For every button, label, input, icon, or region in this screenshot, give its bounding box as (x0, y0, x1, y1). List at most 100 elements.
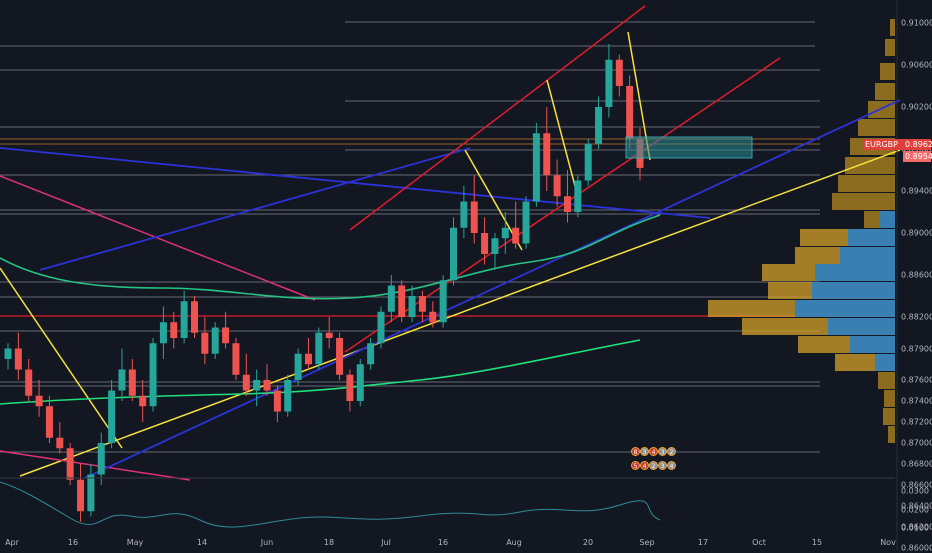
indicator-tick-label: 0.0300 (901, 486, 929, 496)
candle-body (605, 59, 613, 107)
volume-profile-buy-bar (795, 300, 895, 317)
volume-profile-bar (845, 157, 895, 174)
volume-profile-buy-bar (850, 336, 895, 353)
volume-profile-buy-bar (875, 354, 895, 371)
candle-body (439, 280, 447, 323)
volume-profile-bar (888, 426, 895, 443)
candle-body (25, 369, 33, 396)
price-tick-label: 0.91000 (901, 18, 932, 28)
candle-body (97, 443, 105, 475)
candle-body (77, 479, 85, 512)
candle-body (222, 327, 230, 344)
volume-profile-bar (885, 39, 895, 56)
candle-body (553, 175, 561, 197)
trend-lines (0, 5, 901, 481)
candle-body (336, 338, 344, 375)
economic-event-marker[interactable]: 3 (640, 447, 649, 456)
volume-profile-buy-bar (812, 282, 895, 299)
last-price-tag: 0.89622 (903, 139, 932, 150)
economic-event-marker[interactable]: 2 (667, 447, 676, 456)
target-zone-box[interactable] (625, 136, 753, 159)
candle-body (532, 133, 540, 202)
candle-body (149, 343, 157, 407)
candle-body (346, 374, 354, 401)
candle-body (118, 369, 126, 391)
candle-body (387, 285, 395, 312)
candle-body (294, 353, 302, 380)
economic-event-marker[interactable]: 4 (640, 461, 649, 470)
candle-body (315, 332, 323, 365)
time-tick-label: Aug (506, 538, 522, 547)
economic-event-marker[interactable]: 2 (649, 461, 658, 470)
price-tick-label: 0.87000 (901, 438, 932, 448)
candle-body (128, 369, 136, 396)
candle-body (563, 196, 571, 212)
time-tick-label: Jun (260, 538, 274, 547)
trend-line (0, 147, 711, 219)
time-tick-label: 15 (811, 538, 823, 547)
price-tick-label: 0.89000 (901, 228, 932, 238)
candle-body (284, 380, 292, 412)
price-tick-label: 0.87200 (901, 417, 932, 427)
candle-body (242, 374, 250, 391)
candle-body (584, 143, 592, 181)
price-tick-label: 0.86200 (901, 522, 932, 532)
candle-body (4, 348, 12, 359)
trend-line (0, 267, 123, 449)
time-tick-label: May (126, 538, 144, 547)
candle-body (356, 364, 364, 401)
candle-body (66, 448, 74, 480)
price-tick-label: 0.88600 (901, 270, 932, 280)
candle-body (273, 390, 281, 412)
price-tick-label: 0.90600 (901, 60, 932, 70)
volume-profile-buy-bar (848, 229, 895, 246)
economic-event-marker[interactable]: 3 (658, 447, 667, 456)
trend-line (349, 5, 646, 231)
candle-body (450, 227, 458, 281)
time-tick-label: 17 (697, 538, 709, 547)
candle-body (543, 133, 551, 176)
candle-body (211, 327, 219, 354)
time-tick-label: Jul (381, 538, 391, 547)
time-tick-label: Nov (880, 538, 896, 547)
candle-body (377, 311, 385, 344)
candle-body (190, 301, 198, 333)
indicator-tick-label: 0.0200 (901, 505, 929, 515)
time-tick-label: Sep (639, 538, 655, 547)
trend-line (84, 99, 901, 479)
candle-body (367, 343, 375, 365)
volume-profile-buy-bar (815, 264, 895, 281)
candle-body (232, 343, 240, 375)
economic-event-marker[interactable]: 8 (631, 447, 640, 456)
time-tick-label: 20 (582, 538, 594, 547)
candle-body (304, 353, 312, 365)
secondary-price-tag: 0.89545 (903, 151, 932, 162)
candle-body (325, 332, 333, 338)
moving-average-fast (0, 214, 661, 300)
price-tick-label: 0.86800 (901, 459, 932, 469)
trend-line (344, 57, 781, 353)
candle-body (460, 201, 468, 228)
economic-event-marker[interactable]: 5 (631, 461, 640, 470)
candle-body (201, 332, 209, 354)
candle-body (429, 311, 437, 323)
volume-profile-bar (858, 119, 895, 136)
candle-body (491, 238, 499, 254)
candle-body (615, 59, 623, 86)
price-tick-label: 0.86600 (901, 480, 932, 490)
economic-event-marker[interactable]: 4 (667, 461, 676, 470)
candle-body (595, 107, 603, 144)
candle-body (501, 227, 509, 239)
candle-body (45, 406, 53, 438)
economic-event-marker[interactable]: 4 (649, 447, 658, 456)
candlestick-series (4, 44, 644, 522)
indicator-pane (0, 481, 661, 528)
time-tick-label: Apr (5, 538, 19, 547)
price-tick-label: 0.87900 (901, 344, 932, 353)
economic-event-marker[interactable]: 3 (658, 461, 667, 470)
symbol-price-tag: EURGBP (863, 139, 903, 150)
candle-body (159, 322, 167, 344)
trend-line (0, 450, 191, 481)
last-price-text: 0.89622 (905, 140, 932, 149)
